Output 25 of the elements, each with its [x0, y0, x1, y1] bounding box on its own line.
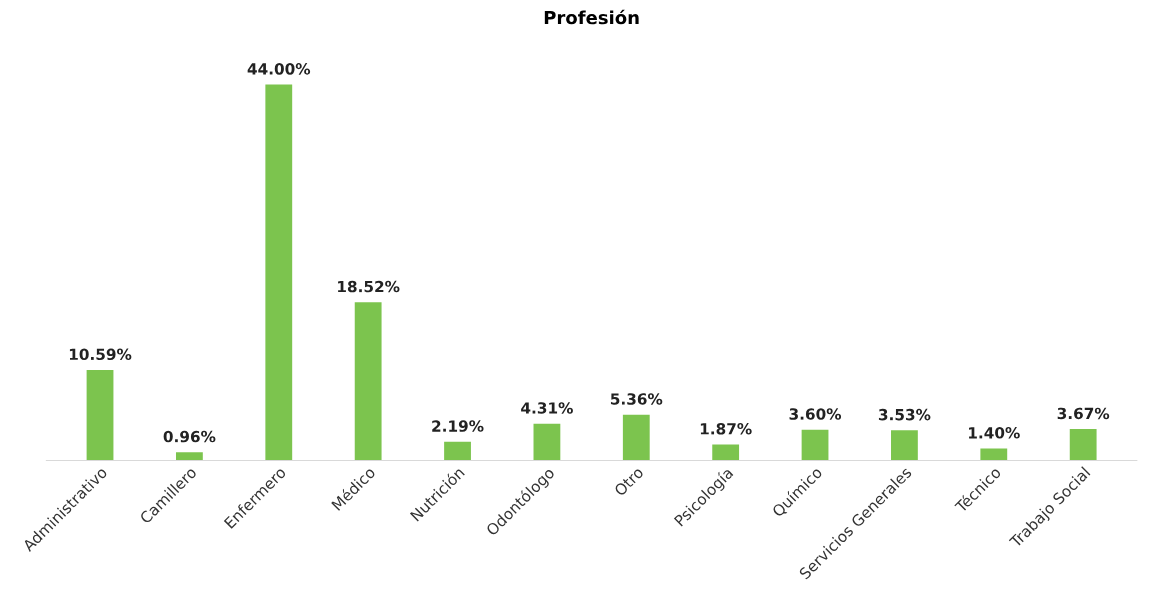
data-label: 1.40%: [969, 427, 1020, 439]
data-label: 4.31%: [521, 402, 573, 414]
bar: [533, 423, 561, 461]
bar: [86, 369, 114, 461]
data-label: 18.52%: [338, 280, 400, 293]
data-label: 10.59%: [69, 348, 132, 361]
bar: [265, 84, 293, 461]
bar: [891, 430, 918, 461]
chart-title: Profesión: [544, 9, 639, 25]
data-label: 3.53%: [878, 408, 931, 421]
data-label: 5.36%: [610, 393, 663, 405]
bar: [712, 444, 740, 461]
bar: [176, 452, 203, 461]
data-label: 44.00%: [247, 63, 311, 75]
data-label: 2.19%: [432, 420, 484, 432]
bar: [444, 441, 471, 461]
bar: [980, 448, 1008, 461]
bar: [801, 429, 829, 461]
bar: [354, 302, 382, 461]
bar: [622, 414, 650, 461]
bar: [1069, 429, 1097, 461]
data-label: 3.60%: [789, 408, 842, 420]
data-label: 3.67%: [1057, 407, 1110, 420]
data-label: 1.87%: [700, 423, 752, 435]
data-label: 0.96%: [163, 430, 216, 443]
